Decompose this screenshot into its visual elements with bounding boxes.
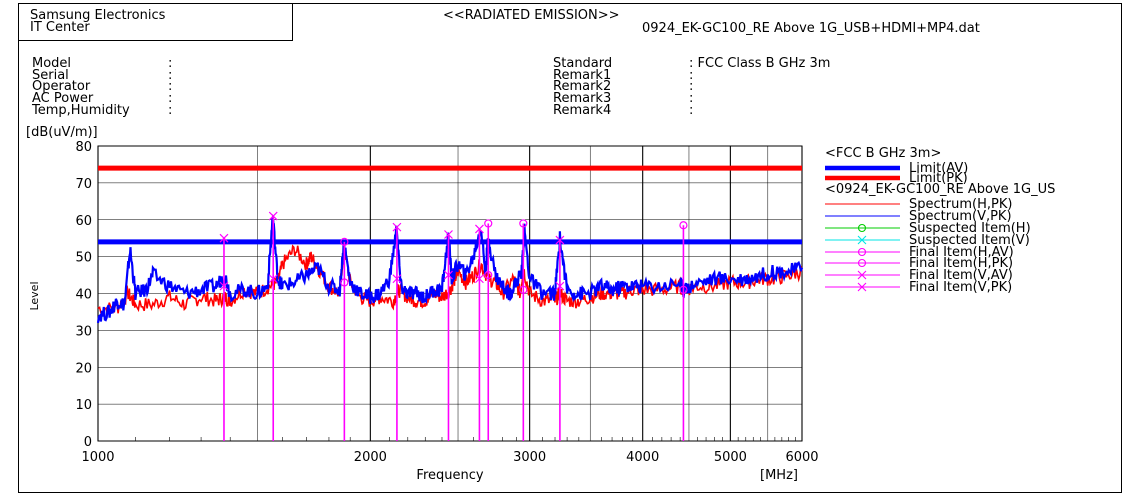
- final-item-pk-marker: [392, 222, 402, 232]
- legend-group-title: <0924_EK-GC100_RE Above 1G_US: [825, 182, 1055, 197]
- y-unit-label: [dB(uV/m)]: [26, 125, 98, 140]
- final-item-av-marker: [444, 270, 453, 280]
- info-left-label: Temp,Humidity: [32, 102, 130, 118]
- final-item-pk-marker: [268, 211, 278, 221]
- y-tick-label: 40: [75, 288, 92, 303]
- x-tick-label: 5000: [714, 450, 747, 465]
- legend-marker: [857, 282, 867, 292]
- x-tick-label: 2000: [354, 450, 387, 465]
- dept-name: IT Center: [30, 20, 90, 35]
- final-item-pk-marker: [340, 237, 349, 246]
- legend-marker: [857, 223, 867, 233]
- spectrum-line-v: [96, 214, 804, 324]
- x-tick-label: 3000: [513, 450, 546, 465]
- final-item-av-marker: [679, 285, 688, 294]
- y-axis-label: Level: [28, 281, 41, 310]
- info-right-value: :: [689, 67, 694, 83]
- y-tick-label: 0: [84, 435, 92, 450]
- y-tick-label: 50: [75, 251, 92, 266]
- y-tick-label: 30: [75, 324, 92, 339]
- final-item-av-marker: [392, 274, 402, 284]
- legend-item-label: Final Item(H,PK): [909, 256, 1013, 271]
- y-tick-label: 80: [75, 140, 92, 155]
- legend-item-label: Spectrum(H,PK): [909, 197, 1012, 212]
- company-name: Samsung Electronics: [30, 8, 166, 23]
- final-item-av-marker: [340, 278, 349, 287]
- final-item-pk-marker: [444, 230, 453, 239]
- final-item-pk-marker: [555, 235, 565, 245]
- final-item-av-marker: [219, 281, 229, 291]
- y-tick-label: 60: [75, 214, 92, 229]
- x-tick-label: 4000: [626, 450, 659, 465]
- info-left-label: Operator: [32, 79, 91, 95]
- info-right-value: :: [689, 91, 694, 107]
- legend-item-label: Suspected Item(V): [909, 233, 1030, 248]
- file-name: 0924_EK-GC100_RE Above 1G_USB+HDMI+MP4.d…: [642, 21, 980, 36]
- info-right-value: : FCC Class B GHz 3m: [689, 56, 831, 71]
- legend-item-label: Final Item(V,PK): [909, 280, 1012, 295]
- info-left-value: :: [168, 67, 173, 83]
- final-item-av-marker: [475, 274, 484, 284]
- info-right-label: Remark1: [553, 67, 612, 83]
- final-item-av-marker: [519, 285, 528, 294]
- final-item-pk-marker: [219, 233, 229, 243]
- x-tick-label: 1000: [81, 450, 114, 465]
- final-item-pk-marker: [475, 224, 484, 234]
- final-item-pk-marker: [519, 219, 528, 228]
- final-item-pk-marker: [484, 219, 493, 228]
- info-right-value: :: [689, 102, 694, 118]
- legend-item-label: Suspected Item(H): [909, 221, 1031, 236]
- y-tick-label: 20: [75, 361, 92, 376]
- x-tick-label: 6000: [785, 450, 818, 465]
- final-item-av-marker: [484, 270, 493, 280]
- y-tick-label: 70: [75, 177, 92, 192]
- info-right-label: Remark4: [553, 102, 612, 118]
- legend-item-label: Final Item(V,AV): [909, 268, 1013, 283]
- info-left-value: :: [168, 56, 173, 71]
- x-axis-label: Frequency: [416, 468, 483, 483]
- legend-group-title: <FCC B GHz 3m>: [825, 146, 941, 161]
- legend-marker: [857, 270, 867, 280]
- report-title: <<RADIATED EMISSION>>: [443, 8, 620, 23]
- final-item-av-marker: [555, 281, 565, 291]
- info-left-label: Serial: [32, 67, 69, 83]
- info-left-value: :: [168, 91, 173, 107]
- final-item-pk-marker: [679, 221, 688, 230]
- y-tick-label: 10: [75, 398, 92, 413]
- info-left-label: Model: [32, 56, 72, 71]
- info-left-value: :: [168, 79, 173, 95]
- info-left-label: AC Power: [32, 91, 94, 107]
- legend-item-label: Limit(AV): [909, 161, 968, 176]
- legend-marker: [857, 247, 867, 257]
- info-right-label: Standard: [553, 56, 613, 71]
- header-box: [18, 3, 293, 41]
- final-item-av-marker: [268, 274, 278, 284]
- x-unit-label: [MHz]: [760, 468, 798, 483]
- report-frame: [18, 3, 1122, 493]
- legend-item-label: Final Item(H,AV): [909, 245, 1014, 260]
- info-right-label: Remark2: [553, 79, 612, 95]
- plot-border: [97, 145, 803, 442]
- legend-marker: [857, 235, 867, 245]
- info-right-label: Remark3: [553, 91, 612, 107]
- legend-marker: [857, 258, 867, 268]
- info-left-value: :: [168, 102, 173, 118]
- legend-item-label: Spectrum(V,PK): [909, 209, 1012, 224]
- info-right-value: :: [689, 79, 694, 95]
- legend-item-label: Limit(PK): [909, 171, 968, 186]
